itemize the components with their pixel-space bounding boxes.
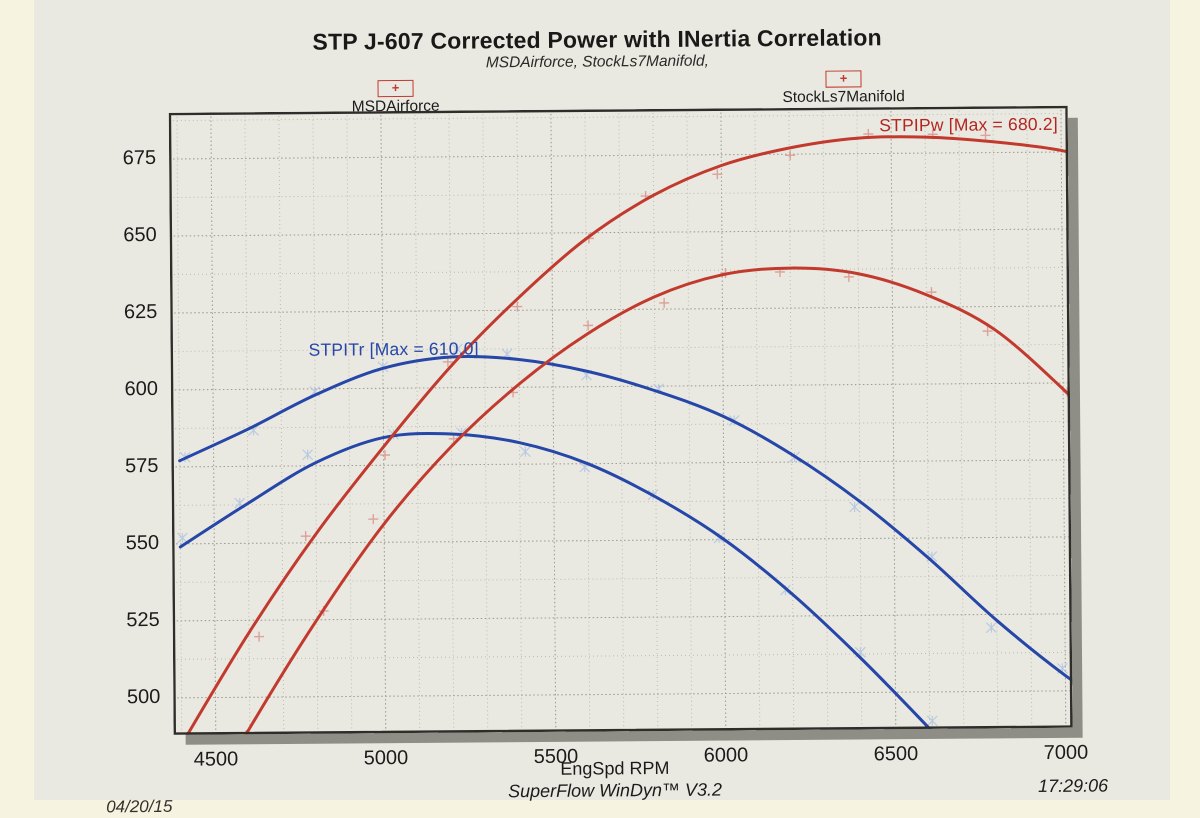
data-point-marker <box>177 533 187 543</box>
y-tick-label: 500 <box>86 686 160 710</box>
legend-marker-icon: + <box>377 80 413 97</box>
curve-stpipw-stockls7manifold <box>178 266 1072 735</box>
data-point-marker <box>712 169 722 179</box>
gridline-minor <box>169 190 1068 197</box>
data-point-marker <box>659 298 669 308</box>
gridline-major <box>891 107 896 729</box>
gridline-minor <box>619 109 624 731</box>
data-point-marker <box>583 320 593 330</box>
curve-stpipw-msdairforce <box>177 135 1072 735</box>
gridline-minor <box>653 109 658 731</box>
gridline-minor <box>789 108 794 730</box>
gridline-minor <box>959 107 964 729</box>
y-tick-label: 575 <box>84 455 158 479</box>
curve-stpitr-msdairforce <box>179 351 1073 703</box>
gridline-minor <box>857 107 862 729</box>
gridline-major <box>381 111 386 733</box>
gridline-minor <box>755 108 760 730</box>
gridline-major <box>172 537 1071 544</box>
data-point-marker <box>303 450 313 460</box>
gridline-major <box>169 152 1068 159</box>
y-tick-label: 600 <box>84 378 158 402</box>
y-tick-label: 675 <box>82 147 156 171</box>
gridline-minor <box>449 111 454 733</box>
data-point-marker <box>927 716 937 726</box>
gridline-major <box>170 229 1069 236</box>
data-point-marker <box>368 514 378 524</box>
y-tick-label: 625 <box>83 301 157 325</box>
legend-label: StockLs7Manifold <box>779 88 909 107</box>
power-max-label: STPIPw [Max = 680.2] <box>879 114 1058 136</box>
gridline-minor <box>925 107 930 729</box>
gridline-major <box>173 614 1072 621</box>
gridline-minor <box>245 112 250 734</box>
gridline-major <box>721 109 726 731</box>
photo-background: STP J-607 Corrected Power with INertia C… <box>0 0 1200 800</box>
gridline-major <box>171 383 1070 390</box>
gridline-minor <box>279 112 284 734</box>
torque-max-label: STPITr [Max = 610.0] <box>309 338 479 360</box>
gridline-major <box>551 110 556 732</box>
data-point-marker <box>520 447 530 457</box>
gridline-minor <box>1027 106 1032 728</box>
gridline-minor <box>687 109 692 731</box>
data-point-marker <box>1068 154 1073 164</box>
legend-item-stockls7manifold: + StockLs7Manifold <box>778 69 908 107</box>
gridline-minor <box>347 111 352 733</box>
gridline-minor <box>313 112 318 734</box>
legend-marker-icon: + <box>825 70 861 87</box>
gridline-minor <box>177 113 182 735</box>
gridline-minor <box>415 111 420 733</box>
gridline-minor <box>172 575 1071 582</box>
gridline-minor <box>517 110 522 732</box>
gridline-minor <box>585 110 590 732</box>
gridline-major <box>170 306 1069 313</box>
gridline-minor <box>172 498 1071 505</box>
data-point-marker <box>986 623 996 633</box>
plot-area: STPIPw [Max = 680.2] STPITr [Max = 610.0… <box>169 106 1073 735</box>
data-point-marker <box>785 150 795 160</box>
timestamp-label: 17:29:06 <box>1038 775 1108 797</box>
gridline-major <box>1061 106 1066 728</box>
gridline-minor <box>171 344 1070 351</box>
curve-stpitr-stockls7manifold <box>179 428 1072 735</box>
gridline-minor <box>483 110 488 732</box>
data-point-marker <box>254 632 264 642</box>
gridline-minor <box>170 267 1069 274</box>
y-tick-label: 650 <box>83 224 157 248</box>
dyno-chart-svg <box>169 106 1073 735</box>
data-point-marker <box>850 502 860 512</box>
gridline-minor <box>823 108 828 730</box>
gridline-major <box>173 691 1072 698</box>
gridline-major <box>211 113 216 735</box>
gridline-minor <box>993 106 998 728</box>
gridline-minor <box>173 652 1072 659</box>
data-point-marker <box>301 531 311 541</box>
y-tick-label: 525 <box>86 609 160 633</box>
gridline-minor <box>171 421 1070 428</box>
y-tick-label: 550 <box>85 532 159 556</box>
